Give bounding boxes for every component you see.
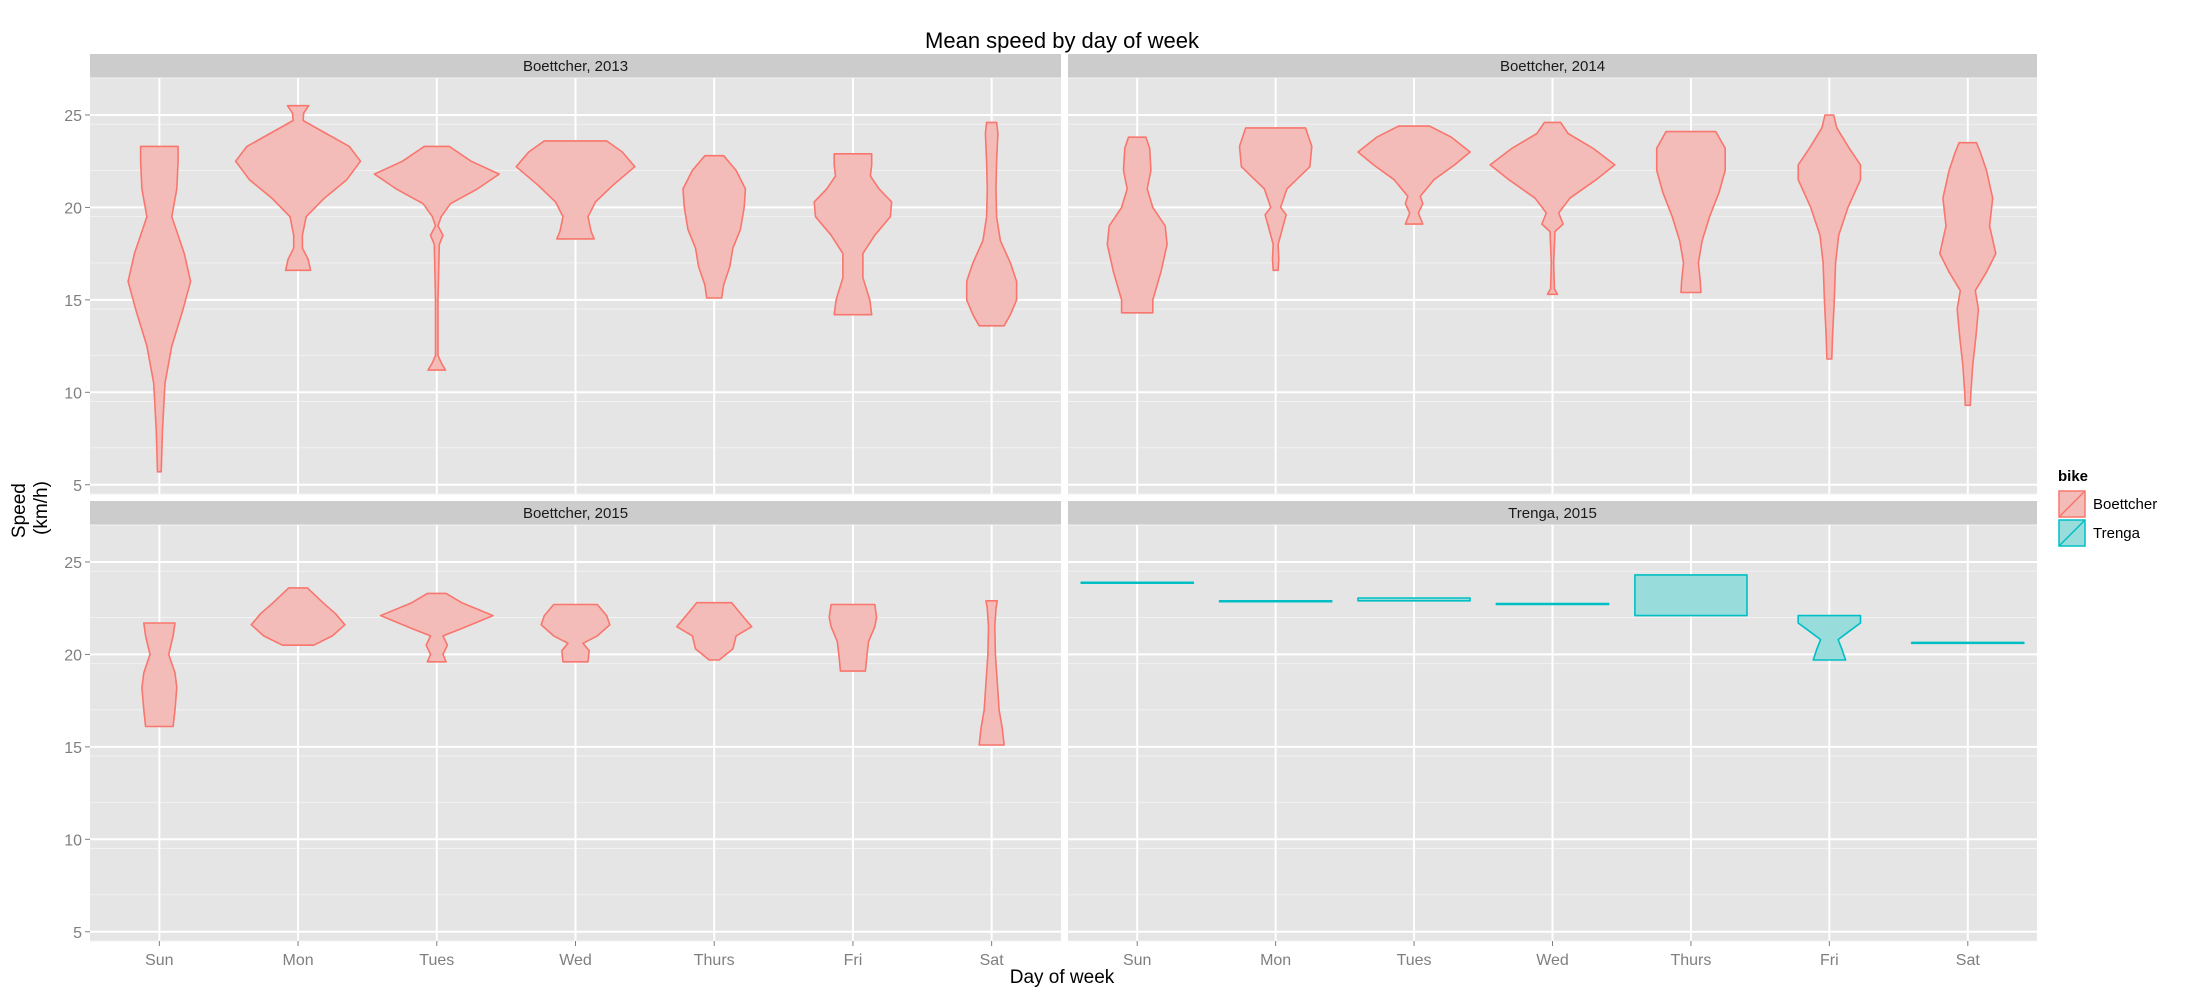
y-tick-label: 10 [64,832,82,849]
violin-mon [1238,127,1313,272]
facet-strip [1068,501,2037,525]
violin-wed [540,603,611,663]
facet-strip-label: Boettcher, 2015 [523,505,628,522]
facet-panels: Boettcher, 2013 5 10 15 20 25 Boettcher, 2014 B… [64,54,2037,969]
violin-sat [1910,641,2025,645]
facet-panel: Trenga, 2015 Sun Mon Tues Wed Thurs Fri Sat [1068,501,2037,969]
legend-swatch-slash [2058,519,2086,547]
violin-fri [1797,614,1862,661]
facet-panel: Boettcher, 2014 [1068,54,2037,495]
x-tick-label: Fri [844,952,863,969]
violin-sun [1106,136,1168,314]
facet-strip-label: Trenga, 2015 [1508,505,1597,522]
facet-strip [90,501,1061,525]
y-axis-title-line2: (km/h) [31,481,52,535]
y-tick-label: 20 [64,200,82,217]
x-tick-label: Wed [559,952,592,969]
x-tick-label: Tues [419,952,454,969]
x-tick-label: Thurs [694,952,735,969]
legend-swatch-slash [2058,490,2086,518]
violin-tues [373,145,500,371]
facet-panel: Boettcher, 2015 5 10 15 20 25 Sun Mon Tues Wed Thu… [64,501,1061,969]
legend-key: Trenga [2057,518,2141,548]
x-tick-label: Sun [1123,952,1151,969]
x-tick-label: Fri [1820,952,1839,969]
violin-wed [1495,602,1610,606]
x-tick-label: Mon [283,952,314,969]
legend-label: Boettcher [2093,496,2157,513]
violin-fri [828,603,878,672]
violin-thurs [682,154,747,299]
violin-tues [1357,597,1471,602]
y-axis-title-line1: Speed [9,483,30,538]
x-tick-label: Mon [1260,952,1291,969]
violin-mon [234,104,362,272]
legend-title: bike [2058,468,2088,485]
x-tick-label: Thurs [1670,952,1711,969]
violin-thurs [1655,130,1726,294]
violin-mon [250,587,346,646]
violin-sat [978,600,1005,746]
y-tick-label: 25 [64,108,82,125]
x-tick-label: Tues [1397,952,1432,969]
facet-strip-label: Boettcher, 2013 [523,58,628,75]
violin-wed [515,140,636,240]
violin-mon [1218,600,1333,603]
x-tick-label: Sat [980,952,1005,969]
violin-fri [813,153,893,316]
facet-strip-label: Boettcher, 2014 [1500,58,1605,75]
facet-strip [1068,54,2037,78]
y-tick-label: 20 [64,647,82,664]
violin-thurs [1634,574,1748,617]
violin-wed [1489,121,1616,296]
legend: bike Boettcher Trenga [2057,468,2157,548]
y-axis-title: Speed (km/h) [9,478,52,538]
legend-key: Boettcher [2057,489,2157,519]
violin-tues [379,592,494,663]
x-tick-label: Sat [1956,952,1981,969]
x-tick-label: Wed [1536,952,1569,969]
violin-fri [1797,114,1862,360]
violin-sat [965,121,1018,327]
violin-sun [141,622,178,728]
legend-label: Trenga [2093,525,2141,542]
violin-sat [1939,141,1997,407]
x-axis-title: Day of week [1010,967,1115,988]
x-tick-label: Sun [145,952,173,969]
y-tick-label: 10 [64,385,82,402]
y-tick-label: 5 [73,925,82,942]
chart-title: Mean speed by day of week [925,28,1200,53]
y-tick-label: 15 [64,293,82,310]
y-tick-label: 5 [73,478,82,495]
y-tick-label: 15 [64,740,82,757]
facet-strip [90,54,1061,78]
violin-thurs [676,601,753,661]
y-tick-label: 25 [64,555,82,572]
violin-sun [1080,581,1195,584]
violin-sun [127,145,192,473]
violin-tues [1357,125,1471,225]
facet-panel: Boettcher, 2013 5 10 15 20 25 [64,54,1061,495]
